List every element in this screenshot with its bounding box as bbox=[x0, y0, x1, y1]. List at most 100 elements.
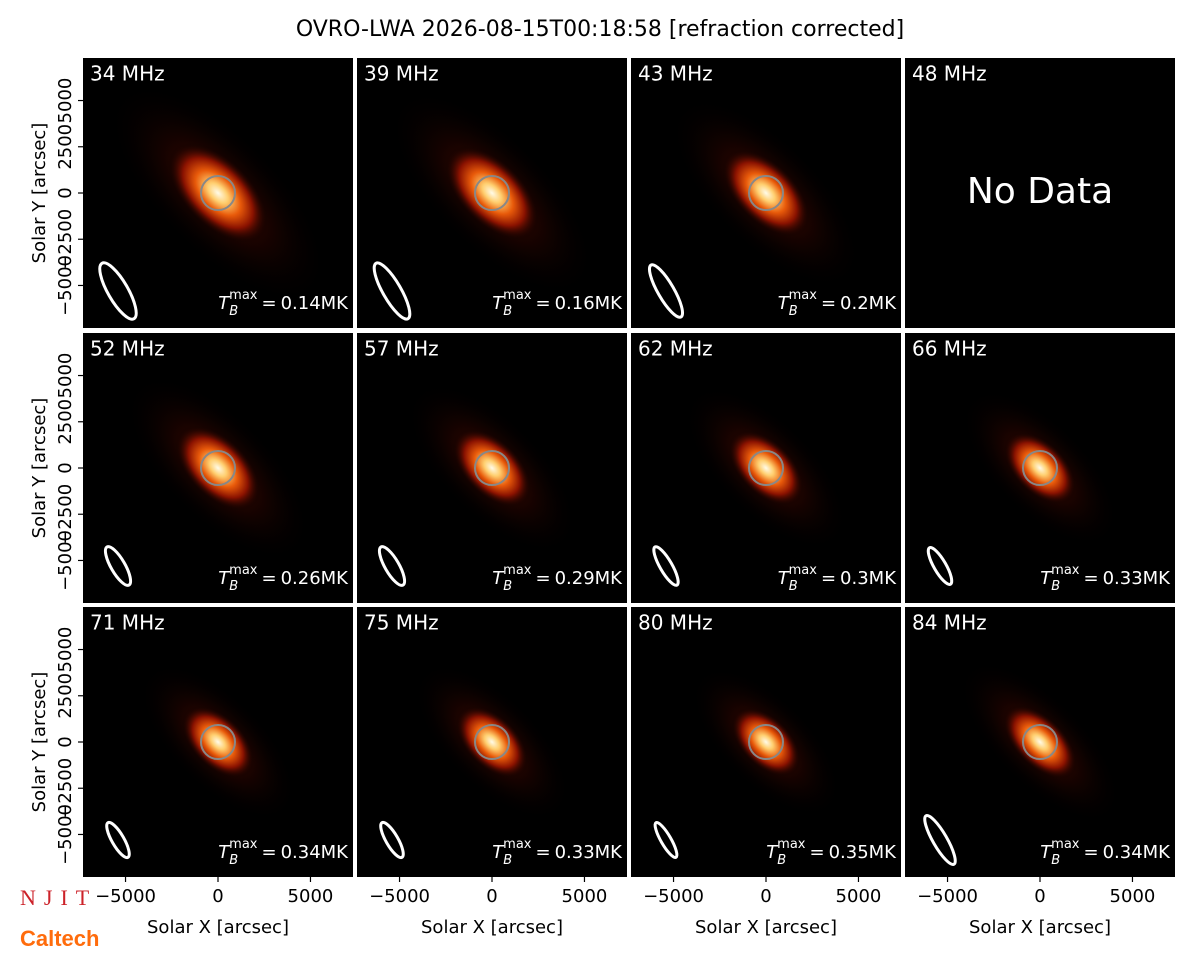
tb-max-label: TBmax = 0.3MK bbox=[778, 563, 898, 594]
tb-sub: B bbox=[503, 853, 512, 868]
beam bbox=[103, 545, 133, 587]
panel-label: 84 MHz bbox=[912, 611, 987, 635]
panel-label: 75 MHz bbox=[364, 611, 439, 635]
tb-symbol: T bbox=[218, 568, 231, 589]
panel-label: 48 MHz bbox=[912, 62, 987, 86]
tb-symbol: T bbox=[778, 293, 791, 314]
solar-limb bbox=[474, 724, 510, 760]
tb-sub: B bbox=[789, 304, 798, 319]
panel-background bbox=[905, 58, 1175, 328]
x-tick-label: −5000 bbox=[95, 886, 156, 907]
tb-eq: = bbox=[261, 842, 276, 863]
image bbox=[652, 385, 849, 587]
panel-label: 52 MHz bbox=[90, 337, 165, 361]
tb-symbol: T bbox=[218, 842, 231, 863]
solar-limb bbox=[200, 724, 236, 760]
tb-eq: = bbox=[535, 568, 550, 589]
solar-limb bbox=[200, 175, 236, 211]
tb-sub: B bbox=[229, 579, 238, 594]
solar-limb bbox=[748, 175, 784, 211]
beam bbox=[647, 263, 685, 319]
tb-symbol: T bbox=[778, 568, 791, 589]
tb-symbol: T bbox=[766, 842, 779, 863]
image bbox=[379, 663, 571, 860]
x-tick-label: 5000 bbox=[288, 886, 334, 907]
image bbox=[103, 375, 311, 587]
emission bbox=[1003, 431, 1077, 505]
tb-sup: max bbox=[789, 563, 818, 578]
tb-max-label: TBmax = 0.2MK bbox=[778, 288, 898, 319]
logo-caltech: Caltech bbox=[20, 926, 99, 951]
panel-label: 34 MHz bbox=[90, 62, 165, 86]
solar-limb bbox=[200, 450, 236, 486]
beam bbox=[105, 820, 131, 860]
solar-limb bbox=[1022, 724, 1058, 760]
x-axis-label: Solar X [arcsec] bbox=[695, 917, 837, 938]
beam bbox=[923, 814, 957, 866]
tb-value: 0.16MK bbox=[555, 293, 624, 314]
tb-sup: max bbox=[229, 563, 258, 578]
tb-max-label: TBmax = 0.34MK bbox=[1040, 837, 1171, 868]
tb-max-label: TBmax = 0.26MK bbox=[218, 563, 349, 594]
logo-njit: NJIT bbox=[20, 885, 97, 910]
x-tick-label: 0 bbox=[760, 886, 771, 907]
beam bbox=[926, 546, 954, 586]
x-tick-label: −5000 bbox=[369, 886, 430, 907]
tb-sub: B bbox=[1051, 579, 1060, 594]
x-tick-label: 5000 bbox=[1110, 886, 1156, 907]
beam bbox=[653, 821, 679, 859]
tb-sup: max bbox=[1051, 563, 1080, 578]
panel: TBmax = 0.14MK 34 MHz −5000−2500 0 25005000Sol… bbox=[29, 58, 353, 328]
tb-value: 0.2MK bbox=[840, 293, 897, 314]
x-tick-label: 0 bbox=[212, 886, 223, 907]
panel: TBmax = 0.35MK 80 MHz −5000 0 5000 Solar X [arc… bbox=[631, 607, 901, 938]
emission bbox=[175, 425, 261, 511]
tb-max-label: TBmax = 0.16MK bbox=[492, 288, 623, 319]
emission bbox=[731, 707, 801, 777]
tb-max-label: TBmax = 0.33MK bbox=[492, 837, 623, 868]
solar-limb bbox=[748, 450, 784, 486]
x-tick-label: 5000 bbox=[562, 886, 608, 907]
tb-value: 0.33MK bbox=[555, 842, 624, 863]
tb-sup: max bbox=[503, 563, 532, 578]
y-tick-label: 0 bbox=[55, 462, 76, 473]
tb-sup: max bbox=[789, 288, 818, 303]
tb-symbol: T bbox=[1040, 568, 1053, 589]
tb-sub: B bbox=[229, 304, 238, 319]
tb-max-label: TBmax = 0.33MK bbox=[1040, 563, 1171, 594]
y-tick-label: −2500 bbox=[55, 209, 76, 270]
tb-eq: = bbox=[821, 293, 836, 314]
tb-sub: B bbox=[503, 579, 512, 594]
beam bbox=[652, 545, 680, 587]
panel-label: 66 MHz bbox=[912, 337, 987, 361]
image bbox=[647, 97, 862, 319]
image bbox=[653, 666, 842, 859]
y-tick-label: 5000 bbox=[55, 78, 76, 124]
solar-limb bbox=[474, 450, 510, 486]
x-tick-label: −5000 bbox=[643, 886, 704, 907]
y-tick-label: −2500 bbox=[55, 758, 76, 819]
panel-label: 57 MHz bbox=[364, 337, 439, 361]
y-tick-label: −5000 bbox=[55, 804, 76, 865]
tb-value: 0.14MK bbox=[281, 293, 350, 314]
emission bbox=[722, 149, 810, 237]
tb-max-label: TBmax = 0.14MK bbox=[218, 288, 349, 319]
image bbox=[377, 382, 578, 587]
y-tick-label: 2500 bbox=[55, 124, 76, 170]
tb-value: 0.35MK bbox=[829, 842, 898, 863]
tb-eq: = bbox=[821, 568, 836, 589]
panel: No Data 48 MHz bbox=[905, 58, 1175, 328]
y-tick-label: 0 bbox=[55, 187, 76, 198]
emission bbox=[168, 143, 268, 243]
panel: TBmax = 0.3MK 62 MHz bbox=[631, 333, 901, 603]
tb-eq: = bbox=[1083, 842, 1098, 863]
tb-value: 0.29MK bbox=[555, 568, 624, 589]
panel-label: 62 MHz bbox=[638, 337, 713, 361]
y-tick-label: −5000 bbox=[55, 530, 76, 591]
image bbox=[923, 660, 1122, 866]
y-tick-label: 2500 bbox=[55, 673, 76, 719]
tb-value: 0.3MK bbox=[840, 568, 897, 589]
x-axis-label: Solar X [arcsec] bbox=[969, 917, 1111, 938]
tb-symbol: T bbox=[1040, 842, 1053, 863]
tb-sup: max bbox=[1051, 837, 1080, 852]
